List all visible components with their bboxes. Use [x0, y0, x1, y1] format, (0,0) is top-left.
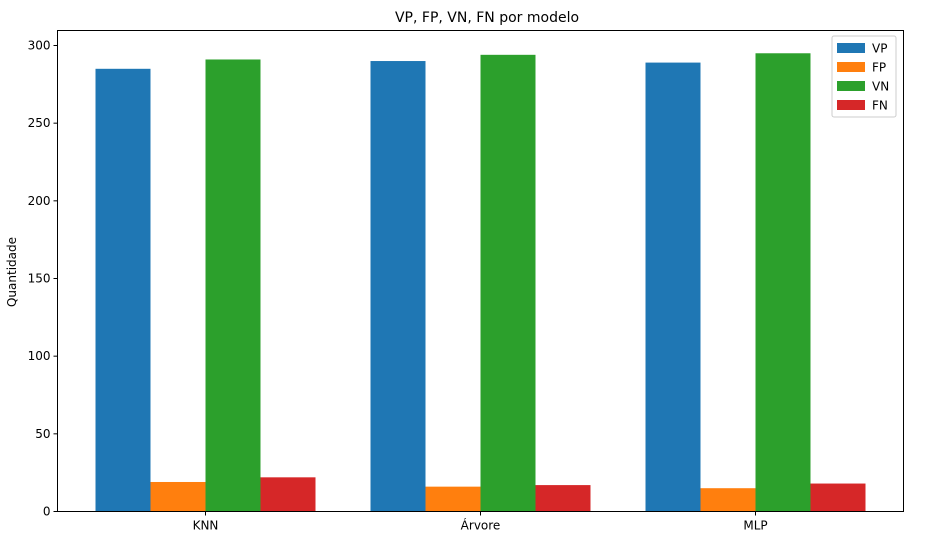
plot-frame — [57, 30, 904, 512]
legend-label-fp: FP — [872, 61, 886, 75]
bar-vp-2 — [645, 62, 701, 512]
legend-swatch-fp — [837, 62, 865, 72]
x-tick-label: MLP — [743, 519, 767, 533]
y-tick-label: 100 — [28, 349, 51, 363]
legend-swatch-vn — [837, 81, 865, 91]
bars-group — [95, 53, 866, 512]
bar-fp-2 — [700, 488, 756, 512]
bar-fn-1 — [535, 485, 591, 512]
bar-fn-2 — [810, 483, 866, 512]
y-tick-label: 300 — [28, 39, 51, 53]
bar-vp-1 — [370, 61, 426, 512]
y-axis-label: Quantidade — [5, 237, 19, 307]
y-tick-label: 200 — [28, 194, 51, 208]
x-axis: KNN Árvore MLP — [193, 511, 768, 533]
legend: VP FP VN FN — [831, 35, 897, 118]
bar-fp-0 — [150, 481, 206, 512]
bar-vn-0 — [205, 59, 261, 512]
bar-vp-0 — [95, 68, 151, 512]
y-tick-label: 0 — [43, 505, 51, 519]
chart-title: VP, FP, VN, FN por modelo — [395, 10, 579, 26]
legend-swatch-fn — [837, 100, 865, 110]
legend-label-vp: VP — [872, 42, 887, 56]
bar-fp-1 — [425, 486, 481, 512]
y-axis: 0 50 100 150 200 250 300 — [28, 39, 58, 519]
y-tick-label: 50 — [35, 427, 50, 441]
x-tick-label: KNN — [193, 519, 219, 533]
legend-label-vn: VN — [872, 80, 889, 94]
bar-vn-1 — [480, 54, 536, 512]
y-tick-label: 250 — [28, 116, 51, 130]
legend-label-fn: FN — [872, 99, 888, 113]
x-tick-label: Árvore — [461, 518, 501, 533]
legend-box — [831, 35, 897, 118]
bar-vn-2 — [755, 53, 811, 512]
legend-swatch-vp — [837, 43, 865, 53]
bar-fn-0 — [260, 477, 316, 512]
y-tick-label: 150 — [28, 272, 51, 286]
